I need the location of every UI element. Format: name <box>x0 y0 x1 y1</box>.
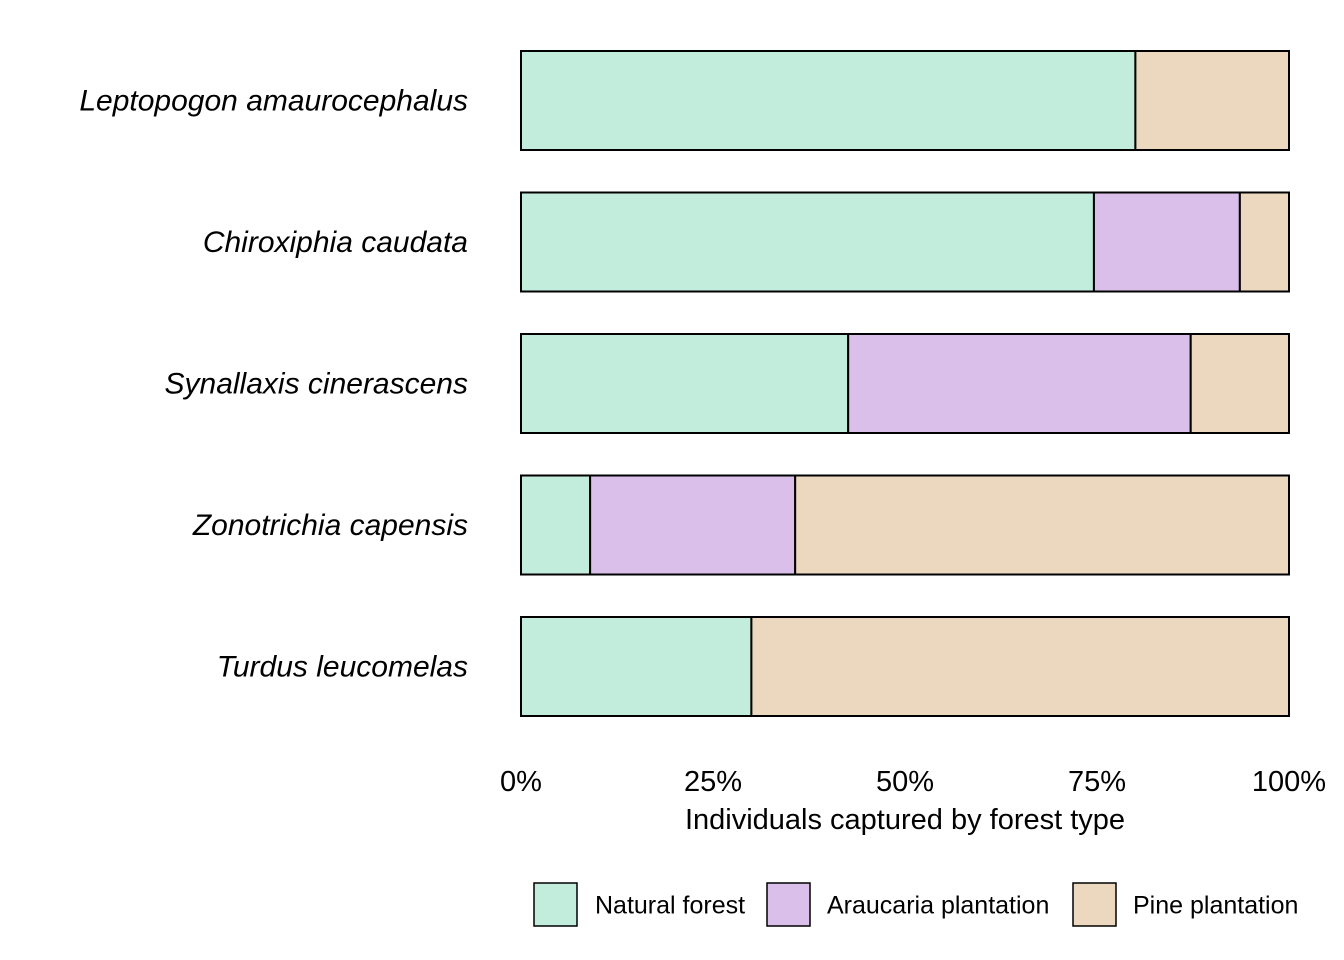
bar-zonotrichia-capensis-natural-forest <box>520 474 592 576</box>
legend-key-natural-forest <box>533 882 578 927</box>
legend-key-araucaria-plantation <box>766 882 811 927</box>
bar-synallaxis-cinerascens-natural-forest <box>520 333 850 434</box>
bar-turdus-leucomelas-natural-forest <box>520 616 753 717</box>
legend-key-pine-plantation <box>1072 882 1117 927</box>
x-axis-title: Individuals captured by forest type <box>685 804 1125 836</box>
bars-layer <box>520 50 1291 717</box>
x-tick-label-25: 25% <box>684 766 742 798</box>
legend-label-araucaria-plantation: Araucaria plantation <box>827 892 1049 920</box>
x-tick-label-50: 50% <box>876 766 934 798</box>
legend: Natural forest Araucaria plantation Pine p… <box>533 882 1298 927</box>
category-label-turdus-leucomelas: Turdus leucomelas <box>217 651 468 684</box>
category-labels: Leptopogon amaurocephalus Chiroxiphia cau… <box>79 85 468 684</box>
bar-chiroxiphia-caudata-natural-forest <box>520 191 1095 293</box>
bar-synallaxis-cinerascens-pine-plantation <box>1189 333 1290 434</box>
x-tick-label-0: 0% <box>500 766 542 798</box>
x-tick-label-100: 100% <box>1252 766 1326 798</box>
category-label-leptopogon-amaurocephalus: Leptopogon amaurocephalus <box>79 85 468 118</box>
category-label-chiroxiphia-caudata: Chiroxiphia caudata <box>203 226 468 259</box>
bar-leptopogon-amaurocephalus-natural-forest <box>520 50 1137 151</box>
bar-turdus-leucomelas-pine-plantation <box>750 616 1290 717</box>
bar-leptopogon-amaurocephalus-pine-plantation <box>1134 50 1291 151</box>
bar-chiroxiphia-caudata-araucaria-plantation <box>1092 191 1241 293</box>
x-tick-labels: 0% 25% 50% 75% 100% <box>500 766 1326 798</box>
bar-zonotrichia-capensis-araucaria-plantation <box>589 474 797 576</box>
category-label-zonotrichia-capensis: Zonotrichia capensis <box>192 509 468 542</box>
bar-synallaxis-cinerascens-araucaria-plantation <box>847 333 1192 434</box>
bar-zonotrichia-capensis-pine-plantation <box>794 474 1290 576</box>
legend-label-natural-forest: Natural forest <box>595 892 745 920</box>
category-label-synallaxis-cinerascens: Synallaxis cinerascens <box>165 368 468 401</box>
bar-chiroxiphia-caudata-pine-plantation <box>1238 191 1290 293</box>
legend-label-pine-plantation: Pine plantation <box>1133 892 1298 920</box>
x-tick-label-75: 75% <box>1068 766 1126 798</box>
